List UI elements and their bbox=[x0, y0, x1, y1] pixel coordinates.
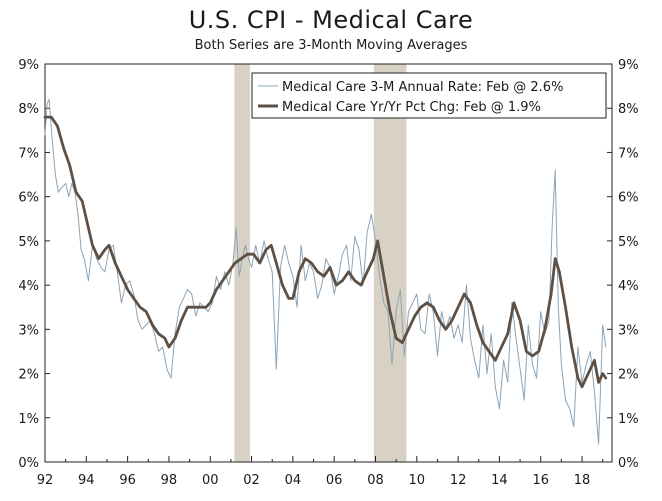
plot-frame bbox=[44, 63, 613, 463]
y-tick-label-right: 4% bbox=[618, 279, 639, 294]
tick-labels: 0% 0% 1% 1% 2% 2% 3% 3% 4% 4% 5% 5% 6% 6% 7% 7% 8% 8% 9% 9%… bbox=[18, 58, 638, 488]
chart-title: U.S. CPI - Medical Care bbox=[188, 6, 474, 34]
x-tick-label: 02 bbox=[243, 473, 260, 488]
y-tick-label-left: 2% bbox=[18, 368, 39, 383]
x-tick-label: 06 bbox=[326, 473, 343, 488]
x-tick-label: 10 bbox=[409, 473, 426, 488]
x-tick-label: 16 bbox=[532, 473, 549, 488]
chart-subtitle: Both Series are 3-Month Moving Averages bbox=[194, 38, 468, 53]
y-tick-label-right: 2% bbox=[618, 368, 639, 383]
y-tick-label-right: 9% bbox=[618, 58, 639, 73]
y-tick-label-left: 7% bbox=[18, 146, 39, 161]
y-tick-label-left: 6% bbox=[18, 191, 39, 206]
x-tick-label: 18 bbox=[574, 473, 591, 488]
series-yoy-line bbox=[43, 115, 608, 389]
y-tick-label-left: 0% bbox=[18, 456, 39, 471]
series-annual-rate-line bbox=[44, 98, 607, 445]
y-tick-label-right: 8% bbox=[618, 102, 639, 117]
y-tick-label-left: 5% bbox=[18, 235, 39, 250]
x-tick-label: 98 bbox=[161, 473, 178, 488]
x-tick-label: 14 bbox=[491, 473, 508, 488]
legend-box bbox=[251, 72, 607, 119]
x-tick-label: 08 bbox=[367, 473, 384, 488]
x-tick-label: 96 bbox=[119, 473, 136, 488]
y-tick-label-right: 0% bbox=[618, 456, 639, 471]
y-tick-label-left: 4% bbox=[18, 279, 39, 294]
y-tick-label-right: 5% bbox=[618, 235, 639, 250]
y-tick-label-right: 1% bbox=[618, 412, 639, 427]
x-tick-label: 04 bbox=[285, 473, 302, 488]
x-tick-label: 92 bbox=[37, 473, 54, 488]
x-tick-label: 12 bbox=[450, 473, 467, 488]
x-tick-label: 94 bbox=[78, 473, 95, 488]
y-tick-label-left: 3% bbox=[18, 323, 39, 338]
recession-band-2 bbox=[373, 64, 407, 462]
legend: Medical Care 3-M Annual Rate: Feb @ 2.6%… bbox=[251, 72, 607, 119]
y-tick-label-left: 9% bbox=[18, 58, 39, 73]
recession-band-1 bbox=[234, 64, 250, 462]
legend-label-yoy: Medical Care Yr/Yr Pct Chg: Feb @ 1.9% bbox=[282, 100, 541, 115]
x-tick-label: 00 bbox=[202, 473, 219, 488]
axis-ticks bbox=[44, 63, 612, 463]
y-tick-label-left: 1% bbox=[18, 412, 39, 427]
y-tick-label-right: 6% bbox=[618, 191, 639, 206]
y-tick-label-right: 7% bbox=[618, 146, 639, 161]
y-tick-label-right: 3% bbox=[618, 323, 639, 338]
y-tick-label-left: 8% bbox=[18, 102, 39, 117]
recession-bands bbox=[234, 64, 407, 462]
legend-label-annual-rate: Medical Care 3-M Annual Rate: Feb @ 2.6% bbox=[282, 80, 563, 95]
series-lines bbox=[43, 98, 608, 445]
